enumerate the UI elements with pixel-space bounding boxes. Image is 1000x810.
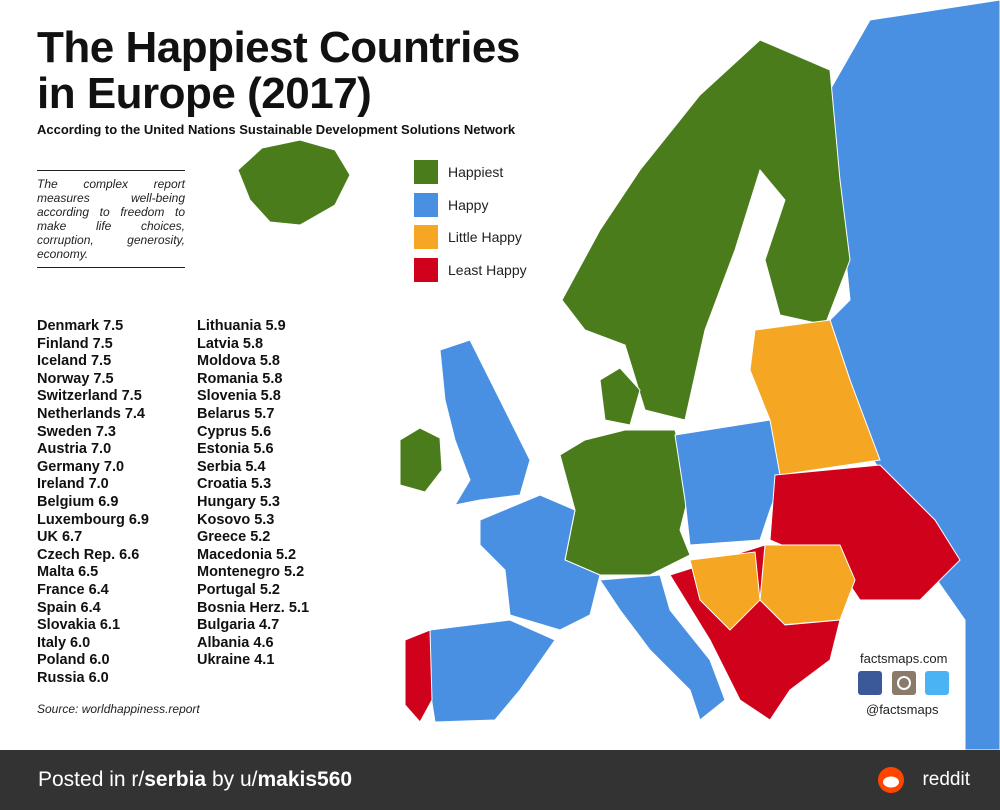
legend-label: Little Happy [448, 229, 522, 246]
ranking-entry: Norway 7.5 [37, 370, 114, 387]
ranking-entry: Slovenia 5.8 [197, 388, 281, 405]
note: The complex report measures well-being a… [37, 170, 185, 268]
ranking-entry: Luxembourg 6.9 [37, 511, 149, 528]
ranking-entry: Denmark 7.5 [37, 318, 124, 334]
legend-item: Least Happy [414, 254, 527, 287]
ranking-entry: Spain 6.4 [37, 599, 101, 616]
reddit-logo [878, 767, 904, 793]
ranking-entry: Montenegro 5.2 [197, 564, 305, 581]
legend-swatch [414, 160, 438, 185]
ranking-entry: Slovakia 6.1 [37, 617, 121, 634]
ranking-entry: Ireland 7.0 [37, 476, 109, 493]
legend-label: Happiest [448, 164, 504, 181]
russia [829, 0, 1000, 750]
romania-moldova [759, 544, 856, 626]
legend-swatch [414, 257, 438, 282]
ranking-entry: Latvia 5.8 [197, 335, 264, 352]
footer: Posted in r/serbia by u/makis560 reddit [0, 750, 1000, 810]
ranking-entry: Greece 5.2 [197, 529, 271, 546]
ranking-entry: Malta 6.5 [37, 564, 99, 581]
iceland [237, 139, 351, 226]
text: by u/ [206, 768, 258, 791]
subtitle: According to the United Nations Sustaina… [37, 122, 516, 137]
legend-swatch [414, 225, 438, 250]
hungary-croatia [689, 551, 761, 631]
ranking-entry: Iceland 7.5 [37, 353, 112, 370]
benelux-germany-alps [559, 429, 691, 576]
ranking-entry: Germany 7.0 [37, 458, 125, 475]
ranking-entry: Croatia 5.3 [197, 476, 272, 493]
italy [599, 574, 726, 721]
text: Posted in r/ [38, 768, 145, 791]
ranking-entry: Portugal 5.2 [197, 581, 280, 598]
legend-label: Least Happy [448, 261, 527, 278]
brand: reddit [922, 769, 970, 790]
ranking-entry: Finland 7.5 [37, 335, 113, 352]
legend-item: Little Happy [414, 221, 527, 254]
logo-face [883, 776, 899, 788]
spain [429, 619, 556, 723]
ranking-entry: Poland 6.0 [37, 652, 110, 669]
ireland [399, 427, 443, 493]
subreddit[interactable]: serbia [144, 768, 207, 791]
user[interactable]: makis560 [257, 768, 353, 791]
ranking-entry: Cyprus 5.6 [197, 423, 272, 440]
ranking-column: Denmark 7.5 Finland 7.5 Iceland 7.5 Norway … [37, 318, 149, 687]
ranking-entry: Netherlands 7.4 [37, 405, 145, 422]
ranking-entry: Switzerland 7.5 [37, 388, 142, 405]
legend-item: Happy [414, 189, 527, 222]
ranking-entry: Serbia 5.4 [197, 458, 266, 475]
legend-item: Happiest [414, 156, 527, 189]
ranking-entry: Russia 6.0 [37, 669, 109, 686]
scandinavia [561, 39, 851, 421]
ranking-entry: Estonia 5.6 [197, 441, 274, 458]
poland-czech-slovakia [674, 419, 786, 546]
legend-label: Happy [448, 196, 489, 213]
title: The Happiest Countries [37, 23, 520, 72]
legend: Happiest Happy Little Happy Least Happy [414, 156, 527, 286]
ranking-entry: Kosovo 5.3 [197, 511, 275, 528]
title: in Europe (2017) [37, 69, 372, 118]
ranking-entry: Sweden 7.3 [37, 423, 116, 440]
handle: @factsmaps [866, 702, 939, 717]
ranking-entry: Moldova 5.8 [197, 353, 280, 370]
ranking-entry: Italy 6.0 [37, 634, 91, 651]
ranking-entry: Romania 5.8 [197, 370, 283, 387]
uk [439, 339, 531, 506]
baltics-belarus [749, 319, 881, 476]
source: Source: worldhappiness.report [37, 702, 200, 716]
ranking-entry: Albania 4.6 [197, 634, 274, 651]
portugal [404, 629, 433, 723]
site: factsmaps.com [860, 651, 948, 666]
ranking-entry: Austria 7.0 [37, 441, 112, 458]
ranking-entry: France 6.4 [37, 581, 109, 598]
ranking-entry: Hungary 5.3 [197, 493, 280, 510]
map [237, 0, 1000, 750]
legend-swatch [414, 192, 438, 217]
ranking-entry: Ukraine 4.1 [197, 652, 275, 669]
france [479, 494, 601, 631]
ranking-entry: Macedonia 5.2 [197, 546, 297, 563]
ranking-entry: Belgium 6.9 [37, 493, 119, 510]
denmark [599, 367, 641, 426]
ranking-column: Lithuania 5.9 Latvia 5.8 Moldova 5.8 Romani… [197, 318, 309, 670]
ranking-entry: Bosnia Herz. 5.1 [197, 599, 310, 616]
ranking-entry: Bulgaria 4.7 [197, 617, 280, 634]
ranking-entry: Belarus 5.7 [197, 405, 275, 422]
ranking-entry: Czech Rep. 6.6 [37, 546, 140, 563]
ranking-entry: UK 6.7 [37, 529, 83, 546]
post-info: Posted in r/serbia by u/makis560 [38, 768, 352, 792]
ranking-entry: Lithuania 5.9 [197, 318, 286, 334]
